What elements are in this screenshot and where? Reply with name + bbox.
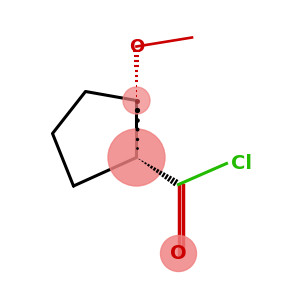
Text: O: O bbox=[129, 38, 144, 56]
Circle shape bbox=[108, 129, 165, 186]
Circle shape bbox=[160, 236, 196, 272]
Circle shape bbox=[123, 87, 150, 114]
Text: Cl: Cl bbox=[231, 154, 252, 173]
Text: O: O bbox=[170, 244, 187, 263]
